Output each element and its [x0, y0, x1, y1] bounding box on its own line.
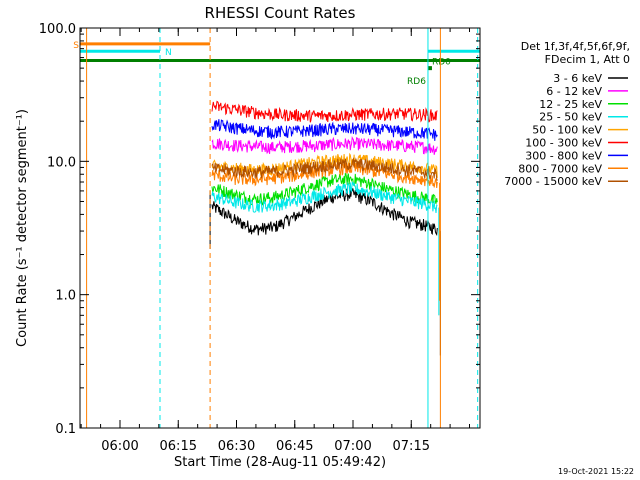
legend-label-0: 3 - 6 keV [553, 72, 602, 85]
legend-header-line-2: FDecim 1, Att 0 [545, 53, 630, 66]
x-axis: 06:00 06:15 06:30 06:45 07:00 07:15 [80, 28, 471, 454]
series-line-6 [211, 119, 438, 141]
x-tick-label-1: 06:15 [160, 439, 197, 454]
series-line-5 [211, 100, 438, 123]
legend-label-7: 800 - 7000 keV [518, 162, 602, 175]
legend-label-8: 7000 - 15000 keV [504, 175, 602, 188]
series-line-7 [211, 162, 438, 189]
legend-label-2: 12 - 25 keV [539, 98, 602, 111]
legend-label-5: 100 - 300 keV [525, 137, 602, 150]
y-axis-label: Count Rate (s⁻¹ detector segment⁻¹) [15, 109, 30, 347]
status-bar-label-0: S [73, 41, 79, 51]
legend: Det 1f,3f,4f,5f,6f,9f, FDecim 1, Att 0 3… [504, 40, 630, 188]
series-layer [209, 100, 441, 356]
status-bar-label-1: N [165, 48, 172, 58]
legend-label-1: 6 - 12 keV [546, 85, 602, 98]
vertical-marker-layer [79, 28, 479, 428]
series-line-0 [211, 187, 438, 237]
x-tick-label-4: 07:00 [334, 439, 371, 454]
x-tick-label-2: 06:30 [218, 439, 255, 454]
series-line-3 [211, 181, 438, 213]
legend-label-3: 25 - 50 keV [539, 111, 602, 124]
y-tick-label-0: 100.0 [39, 22, 76, 37]
series-line-8 [211, 156, 438, 181]
x-tick-label-5: 07:15 [393, 439, 430, 454]
legend-label-4: 50 - 100 keV [532, 124, 602, 137]
y-tick-label-3: 0.1 [55, 422, 76, 437]
footer-timestamp: 19-Oct-2021 15:22 [558, 467, 634, 476]
status-bar-layer: S N RD0 RD6 [73, 41, 480, 87]
status-marker-4 [427, 66, 432, 71]
legend-label-6: 300 - 800 keV [525, 149, 602, 162]
legend-header-line-1: Det 1f,3f,4f,5f,6f,9f, [521, 40, 630, 53]
status-bar-label-3: RD0 [432, 58, 451, 68]
series-line-4 [211, 152, 438, 179]
status-bar-label-4: RD6 [407, 77, 426, 87]
x-tick-label-3: 06:45 [276, 439, 313, 454]
x-axis-label: Start Time (28-Aug-11 05:49:42) [174, 455, 386, 470]
x-tick-label-0: 06:00 [101, 439, 138, 454]
series-line-1 [211, 135, 438, 155]
plot-frame [79, 27, 481, 429]
y-tick-label-2: 1.0 [55, 289, 76, 304]
chart-title: RHESSI Count Rates [205, 4, 356, 22]
y-tick-label-1: 10.0 [47, 155, 76, 170]
y-axis: 100.0 10.0 1.0 0.1 [39, 22, 480, 437]
